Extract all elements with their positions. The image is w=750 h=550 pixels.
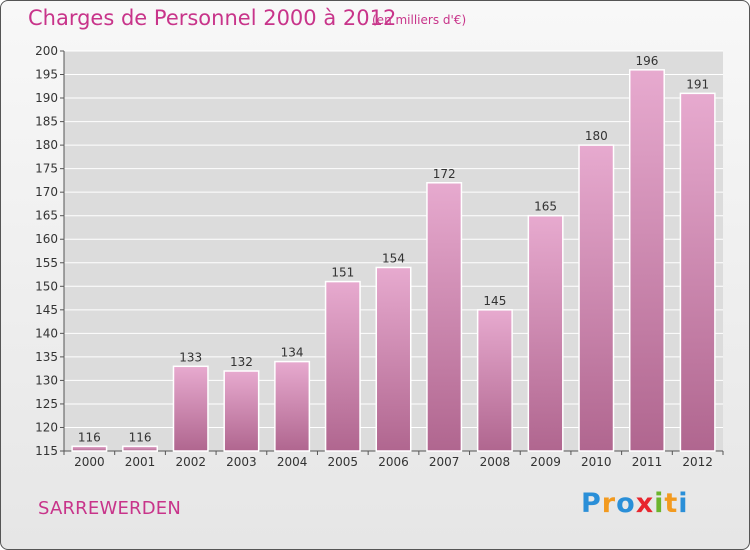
bar [375, 266, 412, 452]
data-label: 151 [331, 266, 354, 280]
x-tick-label: 2008 [480, 455, 511, 469]
x-tick-label: 2007 [429, 455, 460, 469]
y-tick-label: 120 [35, 420, 58, 434]
data-label: 116 [129, 430, 152, 444]
y-tick-label: 190 [35, 91, 58, 105]
x-tick-label: 2012 [682, 455, 713, 469]
y-tick-label: 150 [35, 279, 58, 293]
y-tick-label: 195 [35, 68, 58, 82]
y-tick-label: 155 [35, 256, 58, 270]
x-tick-label: 2005 [328, 455, 359, 469]
bar [426, 182, 463, 452]
bar [324, 280, 361, 452]
y-tick-label: 135 [35, 350, 58, 364]
logo-letter: i [678, 488, 689, 519]
proxiti-logo: Proxiti [581, 488, 689, 519]
x-tick-label: 2011 [632, 455, 663, 469]
bar [527, 214, 564, 452]
y-tick-label: 145 [35, 303, 58, 317]
y-tick-label: 160 [35, 232, 58, 246]
data-label: 116 [78, 430, 101, 444]
logo-letter: r [601, 488, 617, 519]
bar [274, 360, 311, 452]
y-tick-label: 130 [35, 373, 58, 387]
y-tick-label: 115 [35, 444, 58, 458]
data-label: 154 [382, 251, 405, 265]
x-tick-label: 2001 [125, 455, 156, 469]
data-label: 134 [281, 346, 304, 360]
chart-subtitle: (en milliers d'€) [372, 13, 467, 27]
y-tick-label: 140 [35, 326, 58, 340]
logo-letter: P [581, 488, 602, 519]
chart-title: Charges de Personnel 2000 à 2012 [28, 6, 397, 30]
data-label: 191 [686, 77, 709, 91]
y-tick-label: 180 [35, 138, 58, 152]
bar [679, 92, 716, 452]
y-tick-label: 175 [35, 162, 58, 176]
y-tick-label: 185 [35, 115, 58, 129]
x-tick-label: 2004 [277, 455, 308, 469]
bar [628, 69, 665, 452]
bar [223, 370, 260, 452]
bar [172, 365, 209, 452]
x-tick-label: 2003 [226, 455, 257, 469]
x-tick-label: 2002 [175, 455, 206, 469]
bar [122, 445, 159, 452]
x-tick-label: 2009 [530, 455, 561, 469]
x-tick-label: 2006 [378, 455, 409, 469]
city-name: SARREWERDEN [38, 498, 182, 519]
data-label: 180 [585, 129, 608, 143]
logo-letter: t [664, 488, 679, 519]
logo-letter: i [654, 488, 665, 519]
x-tick-label: 2000 [74, 455, 105, 469]
bar [71, 445, 108, 452]
data-label: 132 [230, 355, 253, 369]
y-tick-label: 165 [35, 209, 58, 223]
x-tick-label: 2010 [581, 455, 612, 469]
y-tick-label: 125 [35, 397, 58, 411]
bar [578, 144, 615, 452]
y-tick-label: 170 [35, 185, 58, 199]
data-label: 196 [636, 54, 659, 68]
y-tick-label: 200 [35, 44, 58, 58]
data-label: 165 [534, 200, 557, 214]
logo-letter: o [616, 488, 636, 519]
data-label: 145 [483, 294, 506, 308]
data-label: 172 [433, 167, 456, 181]
data-label: 133 [179, 350, 202, 364]
bar [476, 309, 513, 452]
logo-letter: x [635, 488, 655, 519]
